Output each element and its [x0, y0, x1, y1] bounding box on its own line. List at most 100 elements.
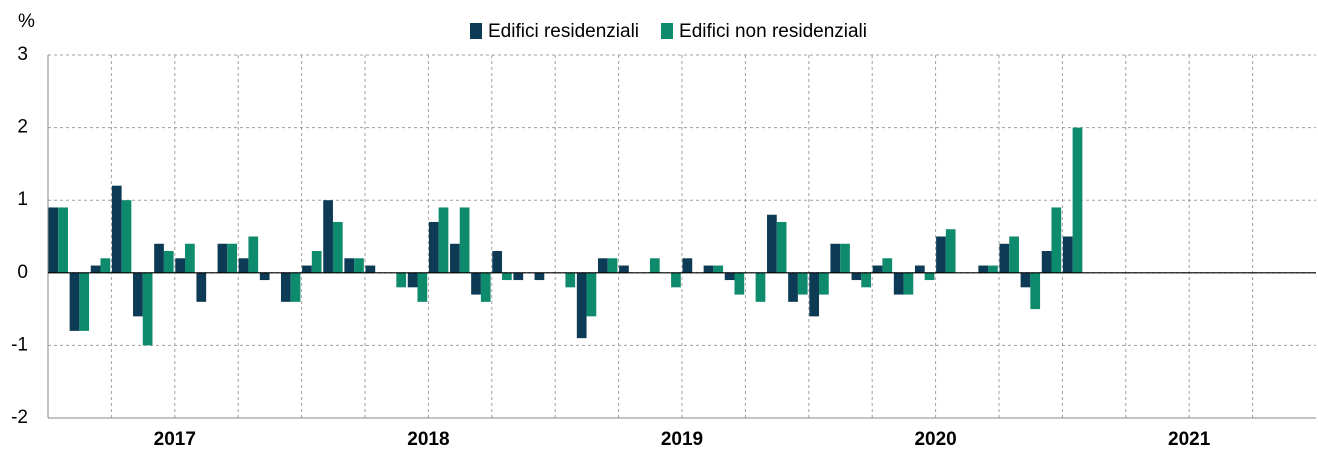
x-tick-label: 2021 — [1168, 429, 1211, 450]
x-tick-label: 2017 — [154, 429, 196, 450]
bar — [1051, 207, 1062, 273]
bar — [502, 272, 512, 281]
bar — [809, 272, 820, 317]
bar — [248, 236, 259, 273]
bar — [428, 221, 439, 273]
bar — [861, 272, 872, 288]
bar — [597, 258, 608, 273]
y-tick-label: 0 — [17, 262, 28, 283]
x-tick-label: 2020 — [914, 429, 956, 450]
bar — [417, 272, 428, 302]
bar — [290, 272, 301, 302]
bar — [471, 272, 481, 295]
bar — [163, 251, 174, 273]
bar — [565, 272, 576, 288]
bar — [607, 258, 618, 273]
bar — [682, 258, 693, 273]
bar — [534, 272, 545, 281]
bar — [936, 236, 946, 273]
bar — [142, 272, 153, 346]
bar — [311, 251, 322, 273]
bar — [1041, 251, 1052, 273]
bar — [1072, 127, 1083, 273]
bar — [1062, 236, 1073, 273]
x-tick-label: 2018 — [407, 429, 449, 450]
bar — [872, 265, 883, 273]
bar — [945, 229, 956, 273]
bar — [480, 272, 491, 302]
bar — [332, 221, 343, 273]
bar — [227, 243, 238, 273]
bar — [755, 272, 766, 302]
bar — [978, 265, 989, 273]
bar — [365, 265, 376, 273]
bar — [819, 272, 829, 295]
bar — [492, 251, 503, 273]
bar — [1030, 272, 1041, 310]
bar — [58, 207, 68, 273]
legend-label: Edifici residenziali — [488, 21, 639, 42]
bar — [450, 243, 460, 273]
y-tick-label: 2 — [17, 117, 28, 138]
y-tick-label: -2 — [11, 407, 28, 428]
bar — [259, 272, 270, 281]
bar — [217, 243, 228, 273]
y-tick-label: -1 — [11, 334, 28, 355]
bar — [302, 265, 312, 273]
bar — [48, 207, 59, 273]
bar — [724, 272, 735, 281]
bar — [79, 272, 90, 331]
bar — [788, 272, 798, 302]
bar — [354, 258, 364, 273]
bar — [914, 265, 925, 273]
legend-label: Edifici non residenziali — [679, 21, 867, 42]
bar — [767, 214, 777, 273]
bar — [797, 272, 808, 295]
bar — [840, 243, 850, 273]
bar — [396, 272, 407, 288]
bar — [407, 272, 418, 288]
bar — [924, 272, 935, 281]
bar — [154, 243, 164, 273]
bar — [90, 265, 101, 273]
bar — [903, 272, 914, 295]
bar — [196, 272, 207, 302]
x-tick-label: 2019 — [661, 429, 703, 450]
bar — [988, 265, 998, 273]
bar — [649, 258, 660, 273]
bar — [100, 258, 111, 273]
bar — [121, 200, 132, 273]
y-unit-label: % — [18, 11, 35, 32]
bar — [69, 272, 80, 331]
bar — [323, 200, 333, 273]
bar — [175, 258, 186, 273]
legend-swatch — [661, 23, 674, 39]
bar — [459, 207, 470, 273]
bar — [999, 243, 1010, 273]
bar — [586, 272, 597, 317]
bar — [111, 185, 122, 273]
bar — [438, 207, 449, 273]
bar — [671, 272, 681, 288]
bar — [344, 258, 355, 273]
bar — [1009, 236, 1019, 273]
bar — [776, 221, 787, 273]
bar — [238, 258, 249, 273]
bar — [703, 265, 714, 273]
bar — [576, 272, 587, 339]
bar — [185, 243, 195, 273]
y-tick-label: 3 — [17, 44, 28, 65]
bar — [851, 272, 862, 281]
bar — [734, 272, 745, 295]
legend-swatch — [470, 23, 482, 39]
y-tick-label: 1 — [17, 189, 28, 210]
bar — [882, 258, 893, 273]
bar — [133, 272, 143, 317]
bar — [713, 265, 724, 273]
bar — [619, 265, 629, 273]
bar — [280, 272, 291, 302]
bar — [513, 272, 524, 281]
bar — [830, 243, 841, 273]
bar — [1020, 272, 1031, 288]
